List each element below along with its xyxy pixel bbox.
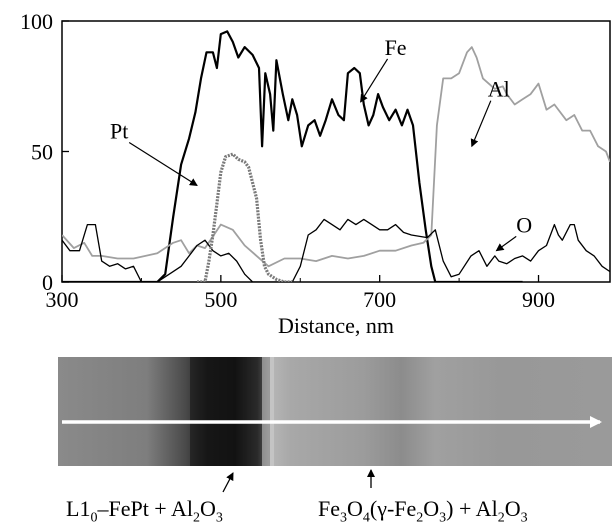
x-axis-label: Distance, nm (278, 313, 394, 338)
caption-right-sub3b: 3 (439, 510, 447, 526)
caption-left-mid: –FePt + Al (97, 496, 193, 521)
series-line-pt (197, 152, 293, 282)
micrograph-bright-edge (262, 357, 274, 466)
caption-right-tail: ) + Al (446, 496, 498, 521)
plot-area: 300 500 700 900 0 50 100 Distance, nm Fe Al Pt O (20, 9, 611, 338)
caption-right: Fe3O4(γ-Fe2O3) + Al2O3 (318, 496, 528, 526)
caption-right-mid: (γ-Fe (369, 496, 417, 521)
micrograph-dark-band (190, 357, 270, 466)
caption-right-sub2: 2 (416, 510, 424, 526)
pointer-left (222, 472, 234, 493)
annotation-label-fe: Fe (385, 35, 407, 60)
y-tick-label-50: 50 (31, 140, 53, 165)
series-line-fe (62, 30, 523, 282)
micrograph (58, 357, 612, 493)
annotation-label-al: Al (488, 77, 510, 102)
x-tick-label-300: 300 (46, 287, 79, 312)
caption-right-sub2b: 2 (497, 510, 505, 526)
caption-left-o: O (200, 496, 216, 521)
caption-left-sub0: 0 (90, 510, 98, 526)
annotation-arrow-o (495, 235, 517, 252)
y-tick-label-100: 100 (20, 9, 53, 34)
annotation-label-o: O (516, 212, 532, 237)
series-line-o (62, 218, 610, 282)
annotation-label-pt: Pt (110, 118, 128, 143)
y-tick-label-0: 0 (42, 270, 53, 295)
x-tick-label-700: 700 (363, 287, 396, 312)
caption-right-o2: O (423, 496, 440, 521)
series-line-al (62, 46, 610, 268)
x-tick-label-500: 500 (204, 287, 237, 312)
caption-left-sub2: 2 (193, 510, 200, 526)
caption-right-o3: O (504, 496, 521, 521)
caption-right-sub4: 4 (362, 510, 370, 526)
caption-right-sub3: 3 (340, 510, 347, 526)
caption-right-fe: Fe (318, 496, 340, 521)
annotation-arrow-pt (128, 141, 198, 186)
annotation-arrow-fe (360, 58, 389, 103)
micrograph-image (58, 357, 612, 466)
caption-left-sub3: 3 (215, 510, 223, 526)
annotation-arrow-al (470, 100, 492, 148)
caption-right-o: O (347, 496, 363, 521)
caption-left-l1: L1 (66, 496, 91, 521)
x-tick-label-900: 900 (522, 287, 555, 312)
caption-left: L10–FePt + Al2O3 (66, 496, 223, 526)
caption-right-sub3c: 3 (520, 510, 528, 526)
